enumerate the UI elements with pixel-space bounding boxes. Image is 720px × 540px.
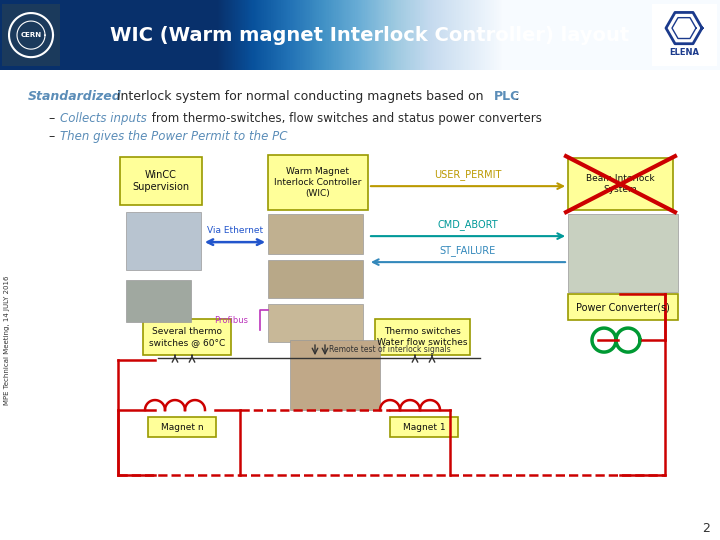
Bar — [268, 260, 363, 298]
FancyBboxPatch shape — [2, 4, 60, 66]
Text: MPE Technical Meeting, 14 JULY 2016: MPE Technical Meeting, 14 JULY 2016 — [4, 275, 10, 405]
Bar — [268, 304, 363, 342]
FancyBboxPatch shape — [120, 157, 202, 205]
Text: Via Ethernet: Via Ethernet — [207, 226, 263, 235]
Text: Standardized: Standardized — [28, 90, 122, 103]
Text: Collects inputs: Collects inputs — [60, 112, 147, 125]
Text: USER_PERMIT: USER_PERMIT — [434, 169, 502, 180]
Bar — [268, 214, 363, 254]
Text: Then gives the Power Permit to the PC: Then gives the Power Permit to the PC — [60, 130, 287, 143]
Text: CMD_ABORT: CMD_ABORT — [438, 219, 498, 230]
FancyBboxPatch shape — [652, 4, 717, 66]
Text: Magnet n: Magnet n — [161, 422, 203, 431]
Text: –: – — [48, 112, 54, 125]
FancyBboxPatch shape — [143, 319, 231, 355]
FancyBboxPatch shape — [568, 294, 678, 320]
FancyBboxPatch shape — [375, 319, 470, 355]
FancyBboxPatch shape — [148, 417, 216, 437]
Text: Beam Interlock
System: Beam Interlock System — [586, 174, 654, 194]
Text: Thermo switches
Water flow switches: Thermo switches Water flow switches — [377, 327, 468, 347]
Text: ELENA: ELENA — [669, 48, 699, 57]
Text: CERN: CERN — [20, 32, 42, 38]
Bar — [290, 340, 380, 410]
Bar — [126, 212, 201, 270]
Text: Profibus: Profibus — [214, 315, 248, 325]
Bar — [568, 214, 678, 292]
Text: Several thermo
switches @ 60°C: Several thermo switches @ 60°C — [149, 327, 225, 347]
Text: PLC: PLC — [494, 90, 521, 103]
Text: Power Converter(s): Power Converter(s) — [576, 302, 670, 312]
FancyBboxPatch shape — [268, 155, 368, 210]
Text: interlock system for normal conducting magnets based on: interlock system for normal conducting m… — [113, 90, 487, 103]
Text: 2: 2 — [702, 522, 710, 535]
FancyBboxPatch shape — [390, 417, 458, 437]
Text: WinCC
Supervision: WinCC Supervision — [132, 170, 189, 192]
Text: ST_FAILURE: ST_FAILURE — [440, 245, 496, 256]
Text: Magnet 1: Magnet 1 — [402, 422, 445, 431]
FancyBboxPatch shape — [568, 158, 673, 210]
Text: –: – — [48, 130, 54, 143]
Bar — [126, 280, 191, 322]
Text: WIC (Warm magnet Interlock Controller) layout: WIC (Warm magnet Interlock Controller) l… — [110, 25, 629, 45]
Text: Remote test of interlock signals: Remote test of interlock signals — [329, 345, 451, 354]
Text: :: : — [514, 90, 518, 103]
Text: from thermo-switches, flow switches and status power converters: from thermo-switches, flow switches and … — [148, 112, 542, 125]
Text: Warm Magnet
Interlock Controller
(WIC): Warm Magnet Interlock Controller (WIC) — [274, 167, 361, 198]
